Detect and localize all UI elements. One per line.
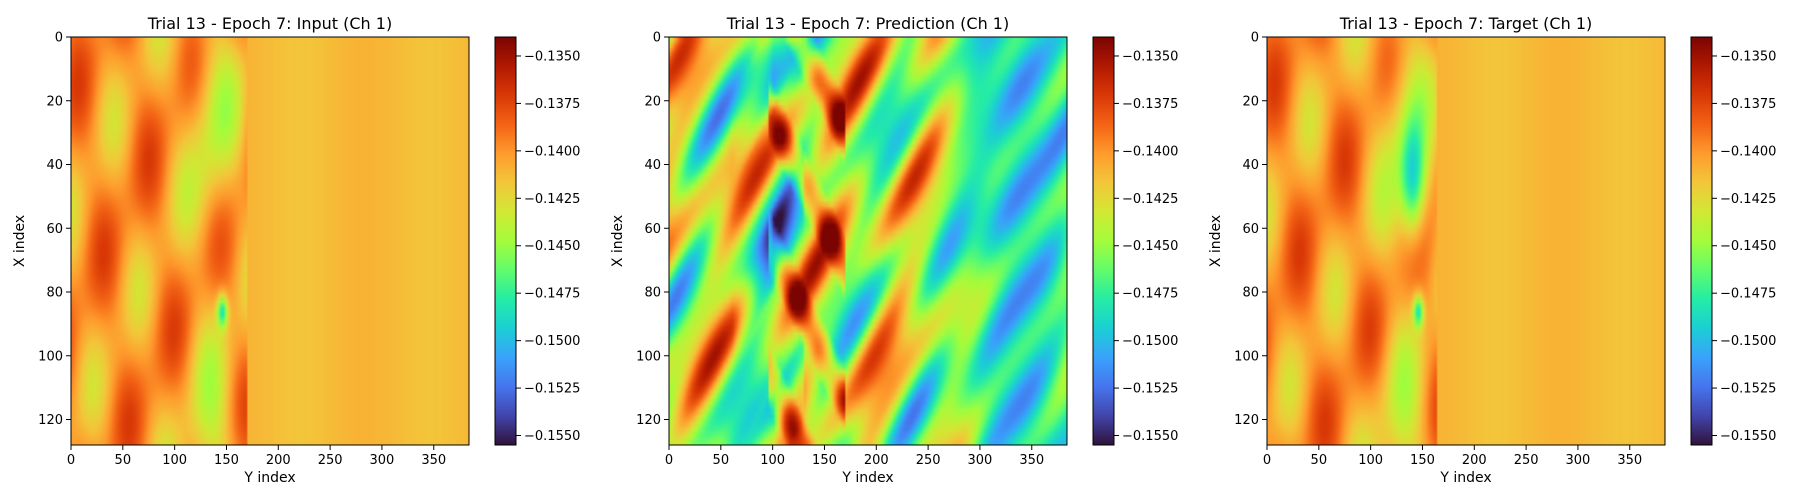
colorbar-frame [1690, 36, 1713, 446]
x-tick-label: 300 [968, 453, 993, 468]
x-tick-label: 100 [162, 453, 187, 468]
colorbar-frame [1092, 36, 1115, 446]
y-tick-label: 60 [46, 222, 63, 237]
x-tick-label: 250 [318, 453, 343, 468]
colorbar-tick-label: −0.1500 [1720, 334, 1776, 349]
colorbar-tick-label: −0.1550 [524, 429, 580, 444]
x-axis-label: Y index [841, 470, 893, 486]
x-axis-label: Y index [243, 470, 295, 486]
y-tick-label: 20 [644, 94, 661, 109]
colorbar-tick-label: −0.1375 [1122, 97, 1178, 112]
colorbar-tick-label: −0.1450 [524, 239, 580, 254]
x-tick-label: 0 [1263, 453, 1271, 468]
y-tick-label: 120 [38, 413, 63, 428]
plot-frame [1266, 36, 1666, 446]
colorbar-tick-label: −0.1375 [524, 97, 580, 112]
colorbar-tick-label: −0.1500 [1122, 334, 1178, 349]
colorbar-tick-label: −0.1375 [1720, 97, 1776, 112]
plot-frame [668, 36, 1068, 446]
heatmap-image [71, 37, 469, 445]
heatmap-image [1267, 37, 1665, 445]
y-tick-label: 40 [46, 158, 63, 173]
colorbar-tick-label: −0.1450 [1122, 239, 1178, 254]
x-tick-label: 150 [214, 453, 239, 468]
x-tick-label: 250 [1514, 453, 1539, 468]
colorbar-tick-label: −0.1400 [1122, 144, 1178, 159]
x-tick-label: 200 [1462, 453, 1487, 468]
x-tick-label: 50 [713, 453, 730, 468]
y-tick-label: 80 [644, 286, 661, 301]
colorbar-tick-label: −0.1550 [1122, 429, 1178, 444]
colorbar-tick-label: −0.1350 [524, 49, 580, 64]
x-tick-label: 100 [1358, 453, 1383, 468]
y-tick-label: 100 [636, 349, 661, 364]
colorbar-tick-label: −0.1425 [524, 192, 580, 207]
heatmap-image [669, 37, 1067, 445]
colorbar-frame [494, 36, 517, 446]
y-tick-label: 0 [55, 31, 63, 46]
y-axis-label: X index [12, 215, 28, 267]
y-tick-label: 80 [46, 286, 63, 301]
colorbar-tick-label: −0.1550 [1720, 429, 1776, 444]
heatmap-panel-1: Trial 13 - Epoch 7: Input (Ch 1) 0 50 100 15… [12, 14, 580, 486]
x-tick-label: 350 [421, 453, 446, 468]
y-tick-label: 60 [644, 222, 661, 237]
chart-title: Trial 13 - Epoch 7: Input (Ch 1) [147, 14, 392, 33]
y-tick-label: 0 [1251, 31, 1259, 46]
x-tick-label: 50 [115, 453, 132, 468]
x-axis-label: Y index [1439, 470, 1491, 486]
x-tick-label: 300 [370, 453, 395, 468]
colorbar-tick-label: −0.1450 [1720, 239, 1776, 254]
colorbar [1093, 37, 1114, 445]
y-tick-label: 80 [1242, 286, 1259, 301]
heatmap-panel-3: Trial 13 - Epoch 7: Target (Ch 1) 0 50 100 1… [1208, 14, 1776, 486]
colorbar-tick-label: −0.1350 [1720, 49, 1776, 64]
colorbar-tick-label: −0.1350 [1122, 49, 1178, 64]
x-tick-label: 200 [864, 453, 889, 468]
colorbar-tick-label: −0.1475 [1122, 287, 1178, 302]
y-tick-label: 20 [1242, 94, 1259, 109]
y-tick-label: 120 [636, 413, 661, 428]
colorbar-tick-label: −0.1400 [1720, 144, 1776, 159]
x-tick-label: 150 [812, 453, 837, 468]
colorbar-tick-label: −0.1525 [524, 382, 580, 397]
heatmap-panel-2: Trial 13 - Epoch 7: Prediction (Ch 1) 0 50… [610, 14, 1178, 486]
y-tick-label: 40 [644, 158, 661, 173]
y-tick-label: 0 [653, 31, 661, 46]
colorbar-tick-label: −0.1500 [524, 334, 580, 349]
chart-title: Trial 13 - Epoch 7: Prediction (Ch 1) [726, 14, 1009, 33]
y-tick-label: 100 [38, 349, 63, 364]
x-tick-label: 250 [916, 453, 941, 468]
x-tick-label: 0 [67, 453, 75, 468]
x-tick-label: 350 [1019, 453, 1044, 468]
colorbar-tick-label: −0.1425 [1720, 192, 1776, 207]
x-tick-label: 100 [760, 453, 785, 468]
y-tick-label: 60 [1242, 222, 1259, 237]
chart-title: Trial 13 - Epoch 7: Target (Ch 1) [1339, 14, 1592, 33]
y-tick-label: 20 [46, 94, 63, 109]
colorbar-tick-label: −0.1475 [524, 287, 580, 302]
colorbar-tick-label: −0.1525 [1720, 382, 1776, 397]
x-tick-label: 0 [665, 453, 673, 468]
x-tick-label: 200 [266, 453, 291, 468]
colorbar-tick-label: −0.1425 [1122, 192, 1178, 207]
colorbar [1691, 37, 1712, 445]
y-tick-label: 100 [1234, 349, 1259, 364]
x-tick-label: 150 [1410, 453, 1435, 468]
y-tick-label: 40 [1242, 158, 1259, 173]
x-tick-label: 300 [1566, 453, 1591, 468]
y-tick-label: 120 [1234, 413, 1259, 428]
y-axis-label: X index [1208, 215, 1224, 267]
y-axis-label: X index [610, 215, 626, 267]
x-tick-label: 50 [1311, 453, 1328, 468]
x-tick-label: 350 [1617, 453, 1642, 468]
colorbar-tick-label: −0.1400 [524, 144, 580, 159]
colorbar-tick-label: −0.1525 [1122, 382, 1178, 397]
plot-frame [70, 36, 470, 446]
colorbar [495, 37, 516, 445]
colorbar-tick-label: −0.1475 [1720, 287, 1776, 302]
